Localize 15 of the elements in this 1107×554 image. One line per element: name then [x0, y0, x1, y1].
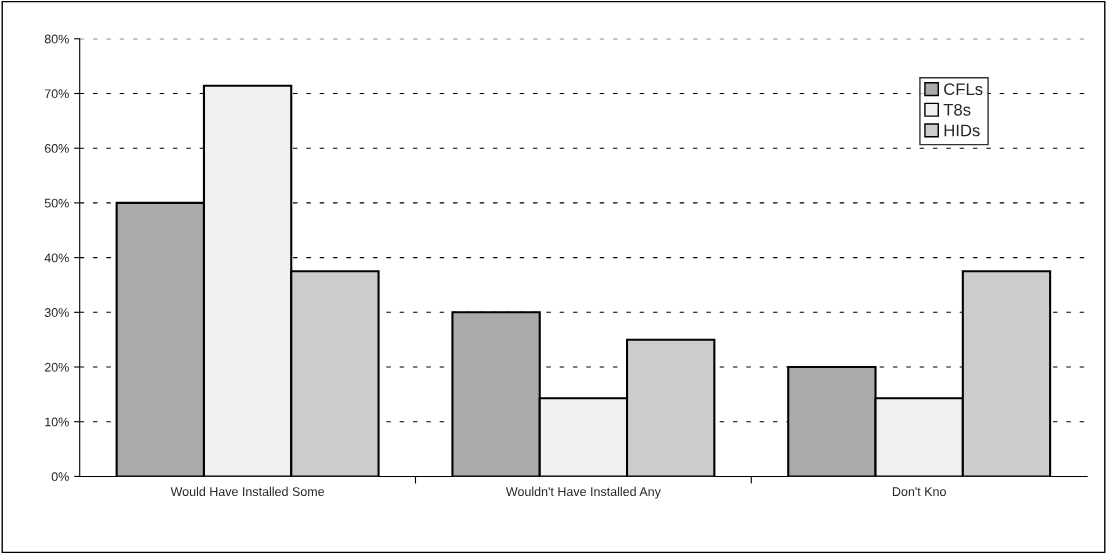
y-tick-label: 70%	[44, 89, 69, 99]
legend-label: T8s	[943, 103, 971, 116]
y-tick-label: 30%	[44, 308, 69, 317]
y-tick-label: 80%	[44, 34, 69, 44]
x-tick-label: Wouldn't Have Installed Any	[505, 486, 661, 499]
y-tick-label: 50%	[44, 198, 69, 208]
legend-label: HIDs	[944, 124, 980, 137]
y-tick-label: 0%	[51, 472, 69, 482]
y-tick-label: 60%	[44, 144, 69, 153]
y-tick-label: 20%	[44, 362, 69, 372]
y-tick-label: 40%	[44, 253, 69, 263]
x-tick-label: Don't Kno	[892, 487, 946, 497]
legend-label: CFLs	[944, 83, 983, 96]
x-tick-label: Would Have Installed Some	[170, 486, 325, 497]
y-tick-label: 10%	[45, 417, 69, 427]
